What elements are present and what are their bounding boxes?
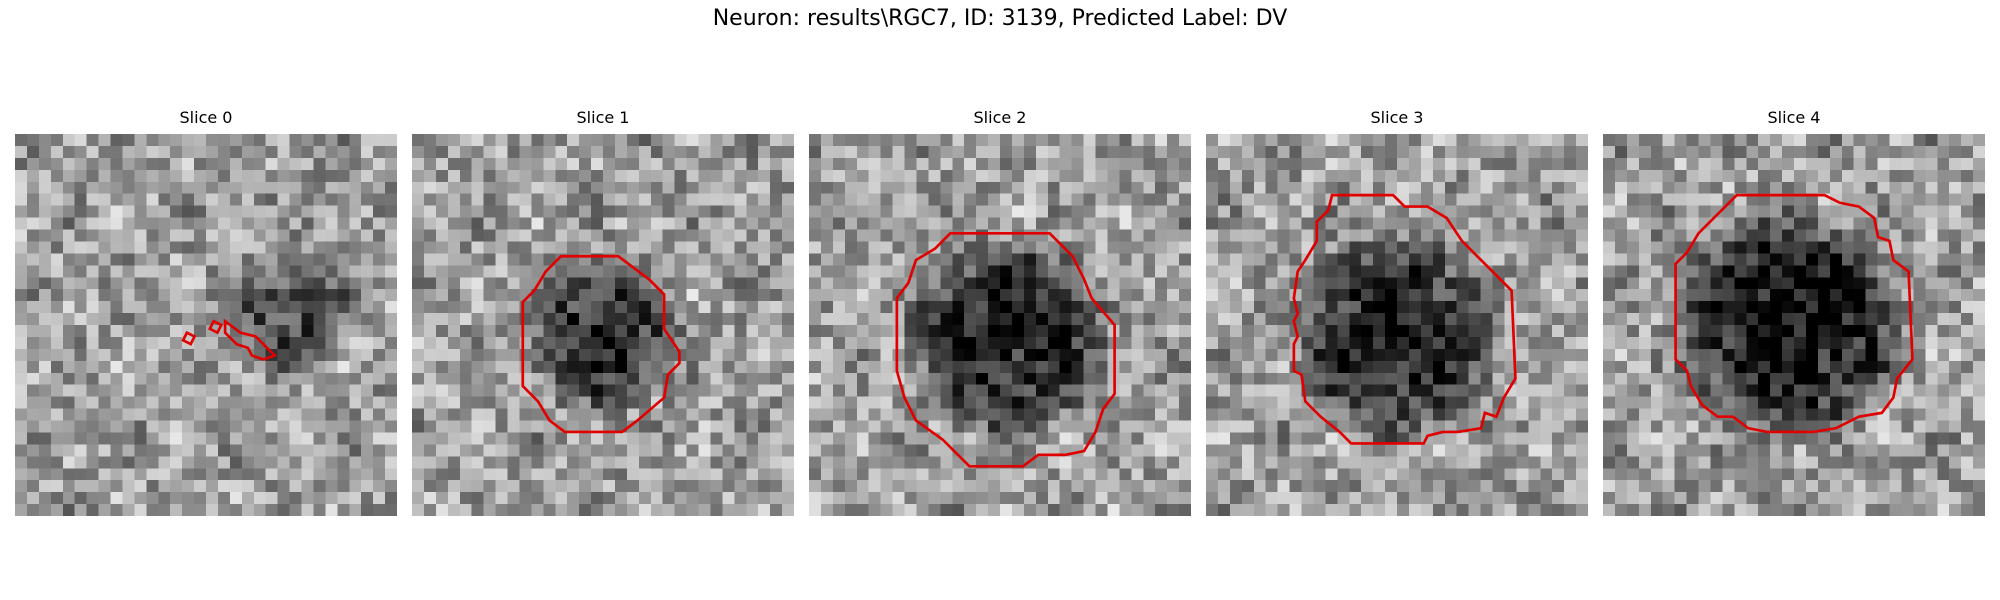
slice-title-2: Slice 2: [973, 108, 1027, 127]
slice-image-1: [412, 134, 794, 516]
pixel-grid: [412, 134, 794, 516]
slice-title-3: Slice 3: [1370, 108, 1424, 127]
segmentation-contour-0: [895, 231, 1116, 468]
slice-title-0: Slice 0: [179, 108, 233, 127]
slice-image-0: [15, 134, 397, 516]
pixel-grid: [809, 134, 1191, 516]
slice-image-2: [809, 134, 1191, 516]
segmentation-contour-0: [521, 254, 681, 434]
slice-title-1: Slice 1: [576, 108, 630, 127]
segmentation-contour-0: [223, 318, 278, 361]
segmentation-contour-0: [1674, 193, 1914, 434]
segmentation-contour-2: [181, 330, 197, 346]
pixel-grid: [1206, 134, 1588, 516]
segmentation-contour-1: [208, 319, 224, 335]
pixel-grid: [1603, 134, 1985, 516]
figure-title: Neuron: results\RGC7, ID: 3139, Predicte…: [712, 6, 1288, 31]
slice-title-4: Slice 4: [1767, 108, 1821, 127]
slice-image-4: [1603, 134, 1985, 516]
pixel-grid: [15, 134, 397, 516]
slice-image-3: [1206, 134, 1588, 516]
segmentation-contour-0: [1292, 193, 1517, 445]
